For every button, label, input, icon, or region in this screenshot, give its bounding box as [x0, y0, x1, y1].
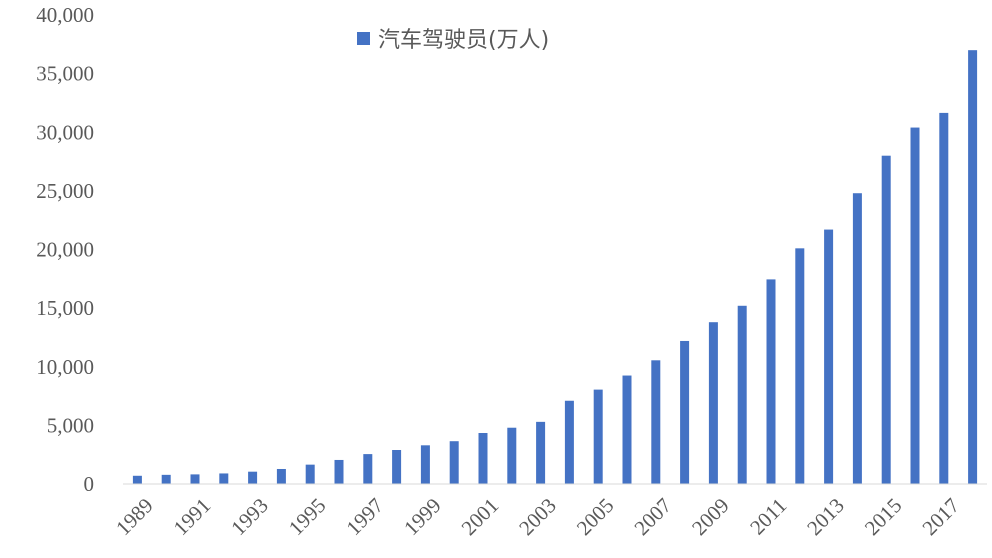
x-tick-label: 2013: [802, 493, 849, 540]
bar: [334, 459, 344, 484]
y-tick-label: 20,000: [36, 238, 94, 262]
y-tick-label: 35,000: [36, 62, 94, 86]
bar: [766, 279, 776, 484]
x-tick-label: 2011: [745, 493, 791, 539]
bar: [449, 441, 459, 484]
bar: [536, 421, 546, 484]
y-tick-label: 0: [84, 472, 95, 496]
bar: [824, 229, 834, 484]
x-tick-label: 2005: [572, 493, 619, 540]
bar: [161, 474, 171, 484]
y-tick-label: 15,000: [36, 296, 94, 320]
legend-swatch: [357, 32, 370, 45]
bar: [680, 340, 690, 484]
bar: [276, 468, 286, 484]
x-tick-label: 1989: [111, 493, 158, 540]
bar: [507, 427, 517, 484]
bar: [363, 454, 373, 484]
x-tick-label: 1997: [341, 493, 388, 540]
bar: [939, 112, 949, 485]
y-tick-label: 40,000: [36, 3, 94, 27]
x-tick-label: 2003: [514, 493, 561, 540]
x-tick-label: 1999: [399, 493, 446, 540]
bar: [248, 471, 258, 484]
bar: [478, 433, 488, 484]
bar: [651, 360, 661, 484]
x-axis: 1989 1991 1993 1995 1997 1999 2001 2003 2005 2007…: [111, 493, 964, 540]
x-tick-label: 1991: [169, 493, 216, 540]
bar: [622, 375, 632, 484]
x-tick-label: 1993: [226, 493, 273, 540]
bars: [132, 50, 978, 485]
y-tick-label: 10,000: [36, 355, 94, 379]
legend: 汽车驾驶员(万人): [357, 28, 549, 53]
bar: [737, 305, 747, 484]
bar: [852, 193, 862, 484]
x-tick-label: 2017: [917, 493, 964, 540]
x-tick-label: 2015: [860, 493, 907, 540]
y-axis: 0 5,000 10,000 15,000 20,000 25,000 30,000 35,0…: [36, 3, 94, 496]
x-tick-label: 2001: [457, 493, 504, 540]
bar: [881, 155, 891, 484]
bar: [420, 445, 430, 484]
bar: [219, 473, 229, 484]
bar: [968, 50, 978, 485]
x-tick-label: 2007: [629, 493, 676, 540]
legend-label: 汽车驾驶员(万人): [378, 28, 549, 53]
y-tick-label: 30,000: [36, 120, 94, 144]
bar: [132, 475, 142, 484]
bar: [305, 464, 315, 484]
bar: [392, 450, 402, 484]
bar: [564, 400, 574, 484]
bar: [910, 127, 920, 484]
bar: [795, 248, 805, 484]
bar: [593, 389, 603, 484]
bar: [708, 322, 718, 484]
y-tick-label: 5,000: [47, 413, 94, 437]
bar: [190, 474, 200, 484]
y-tick-label: 25,000: [36, 179, 94, 203]
x-tick-label: 1995: [284, 493, 331, 540]
x-tick-label: 2009: [687, 493, 734, 540]
